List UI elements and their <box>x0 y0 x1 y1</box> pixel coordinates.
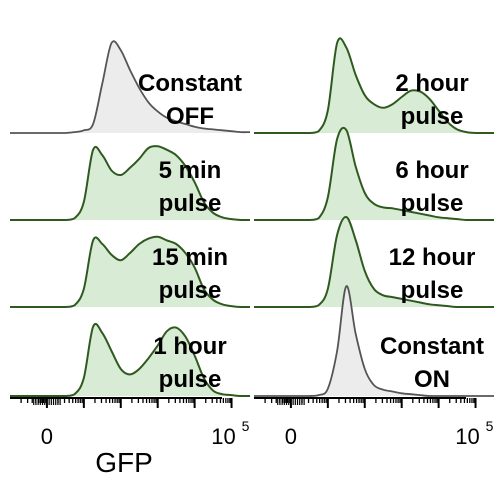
panel-label-line: 15 min <box>152 244 228 271</box>
x-axis-title: GFP <box>95 447 153 478</box>
panel-label-line: pulse <box>401 103 464 130</box>
histogram-panel: Constant ON <box>253 285 494 397</box>
panel-label: 15 min pulse <box>152 244 228 304</box>
panel-label-line: 2 hour <box>395 70 468 97</box>
histogram-panel: 1 hour pulse <box>9 322 250 398</box>
histogram-area <box>10 323 250 396</box>
panel-label-line: pulse <box>401 277 464 304</box>
panel-label-line: OFF <box>166 103 214 130</box>
panel-label-line: pulse <box>159 190 222 217</box>
panel-label: 1 hour pulse <box>153 333 226 393</box>
histogram-panel: Constant OFF <box>10 40 251 134</box>
panel-label-line: pulse <box>159 277 222 304</box>
histogram-area <box>10 146 250 220</box>
histogram-panel: 15 min pulse <box>9 235 250 309</box>
histogram-line <box>10 145 250 221</box>
histogram-area <box>10 41 250 133</box>
x-tick-label: 0 <box>41 424 53 449</box>
histogram-panel: 6 hour pulse <box>254 126 494 221</box>
panel-label-line: Constant <box>380 333 484 360</box>
panel-label-line: 5 min <box>159 157 222 184</box>
histogram-line <box>10 40 251 134</box>
histogram-line <box>254 126 494 221</box>
panel-label: 5 min pulse <box>159 157 222 217</box>
histogram-panel: 5 min pulse <box>10 145 250 221</box>
histogram-area <box>254 38 494 133</box>
x-tick-label: 10 <box>211 424 235 449</box>
x-axis: 0 10 5 <box>10 397 250 449</box>
x-axis: 0 10 5 <box>254 397 494 449</box>
panel-label: Constant OFF <box>138 70 242 130</box>
x-tick-label: 0 <box>285 424 297 449</box>
panel-label: 2 hour pulse <box>395 70 468 130</box>
histogram-line <box>254 37 494 134</box>
panel-label-line: 1 hour <box>153 333 226 360</box>
panel-label-line: pulse <box>159 366 222 393</box>
panel-label-line: 12 hour <box>389 244 476 271</box>
histogram-area <box>10 236 250 307</box>
histogram-line <box>9 235 250 309</box>
histogram-panel: 2 hour pulse <box>254 37 494 134</box>
histogram-panel: 12 hour pulse <box>253 216 494 309</box>
histogram-panels: Constant OFF 5 min pulse 15 min pulse 1 hour pu… <box>9 37 494 398</box>
panel-label: 6 hour pulse <box>395 157 468 217</box>
x-tick-label: 10 <box>455 424 479 449</box>
x-tick-label-exponent: 5 <box>486 418 494 434</box>
panel-label-line: ON <box>414 366 450 393</box>
panel-label: Constant ON <box>380 333 484 393</box>
x-axes: 0 10 5 0 10 5 <box>10 397 494 449</box>
panel-label: 12 hour pulse <box>389 244 476 304</box>
histogram-line <box>9 322 250 398</box>
x-tick-label-exponent: 5 <box>242 418 250 434</box>
panel-label-line: 6 hour <box>395 157 468 184</box>
panel-label-line: Constant <box>138 70 242 97</box>
panel-label-line: pulse <box>401 190 464 217</box>
histogram-line <box>253 216 494 309</box>
histogram-line <box>253 285 494 397</box>
